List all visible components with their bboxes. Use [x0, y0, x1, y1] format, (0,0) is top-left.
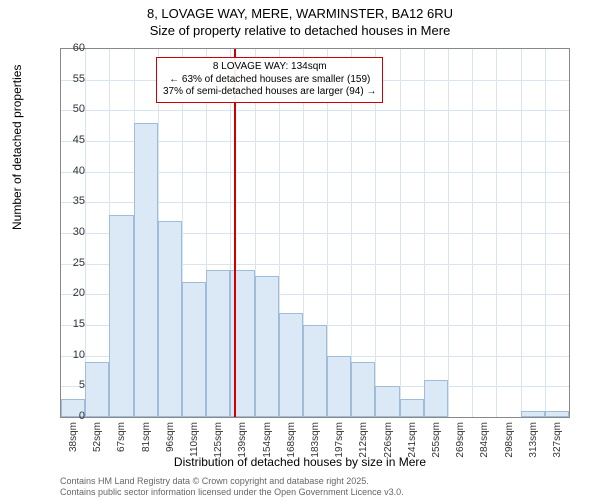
footer-line-2: Contains public sector information licen…: [60, 487, 404, 498]
histogram-bar: [182, 282, 206, 417]
histogram-bar: [400, 399, 424, 417]
x-tick-label: 154sqm: [262, 422, 273, 458]
x-tick-label: 168sqm: [286, 422, 297, 458]
x-tick-label: 212sqm: [358, 422, 369, 458]
x-tick-label: 298sqm: [504, 422, 515, 458]
histogram-bar: [303, 325, 327, 417]
y-tick-label: 10: [45, 349, 85, 361]
gridline-v: [424, 49, 425, 417]
histogram-bar: [375, 386, 399, 417]
histogram-bar: [109, 215, 133, 417]
y-tick-label: 0: [45, 410, 85, 422]
y-tick-label: 60: [45, 42, 85, 54]
histogram-bar: [521, 411, 545, 417]
chart-container: 8, LOVAGE WAY, MERE, WARMINSTER, BA12 6R…: [0, 0, 600, 500]
x-tick-label: 284sqm: [479, 422, 490, 458]
x-tick-label: 81sqm: [141, 422, 152, 452]
y-tick-label: 20: [45, 287, 85, 299]
histogram-bar: [158, 221, 182, 417]
y-axis-label: Number of detached properties: [10, 65, 24, 230]
x-tick-label: 313sqm: [528, 422, 539, 458]
y-tick-label: 5: [45, 379, 85, 391]
x-axis-label: Distribution of detached houses by size …: [0, 455, 600, 469]
title-line-2: Size of property relative to detached ho…: [0, 23, 600, 40]
y-tick-label: 55: [45, 73, 85, 85]
x-tick-label: 38sqm: [68, 422, 79, 452]
y-tick-label: 40: [45, 165, 85, 177]
annotation-line3: 37% of semi-detached houses are larger (…: [163, 86, 376, 99]
gridline-h: [61, 110, 569, 111]
plot-area: 8 LOVAGE WAY: 134sqm← 63% of detached ho…: [60, 48, 570, 418]
histogram-bar: [255, 276, 279, 417]
x-tick-label: 52sqm: [92, 422, 103, 452]
y-tick-label: 30: [45, 226, 85, 238]
gridline-v: [472, 49, 473, 417]
gridline-v: [400, 49, 401, 417]
x-tick-label: 269sqm: [455, 422, 466, 458]
gridline-v: [545, 49, 546, 417]
gridline-v: [448, 49, 449, 417]
chart-title-block: 8, LOVAGE WAY, MERE, WARMINSTER, BA12 6R…: [0, 0, 600, 40]
gridline-v: [521, 49, 522, 417]
y-tick-label: 25: [45, 257, 85, 269]
y-tick-label: 45: [45, 134, 85, 146]
x-tick-label: 139sqm: [237, 422, 248, 458]
histogram-bar: [424, 380, 448, 417]
x-tick-label: 241sqm: [407, 422, 418, 458]
annotation-box: 8 LOVAGE WAY: 134sqm← 63% of detached ho…: [156, 57, 383, 103]
x-tick-label: 183sqm: [310, 422, 321, 458]
footer-attribution: Contains HM Land Registry data © Crown c…: [60, 476, 404, 498]
y-tick-label: 15: [45, 318, 85, 330]
histogram-bar: [85, 362, 109, 417]
histogram-bar: [206, 270, 230, 417]
x-tick-label: 125sqm: [213, 422, 224, 458]
histogram-bar: [134, 123, 158, 417]
histogram-bar: [327, 356, 351, 417]
x-tick-label: 197sqm: [334, 422, 345, 458]
histogram-bar: [545, 411, 569, 417]
x-tick-label: 226sqm: [383, 422, 394, 458]
annotation-line1: 8 LOVAGE WAY: 134sqm: [163, 61, 376, 74]
gridline-v: [375, 49, 376, 417]
marker-line: [234, 49, 236, 417]
x-tick-label: 96sqm: [165, 422, 176, 452]
y-tick-label: 50: [45, 103, 85, 115]
gridline-v: [496, 49, 497, 417]
y-tick-label: 35: [45, 195, 85, 207]
x-tick-label: 110sqm: [189, 422, 200, 457]
title-line-1: 8, LOVAGE WAY, MERE, WARMINSTER, BA12 6R…: [0, 6, 600, 23]
footer-line-1: Contains HM Land Registry data © Crown c…: [60, 476, 404, 487]
histogram-bar: [351, 362, 375, 417]
x-tick-label: 327sqm: [552, 422, 563, 458]
annotation-line2: ← 63% of detached houses are smaller (15…: [163, 74, 376, 87]
x-tick-label: 67sqm: [116, 422, 127, 452]
x-tick-label: 255sqm: [431, 422, 442, 458]
histogram-bar: [279, 313, 303, 417]
